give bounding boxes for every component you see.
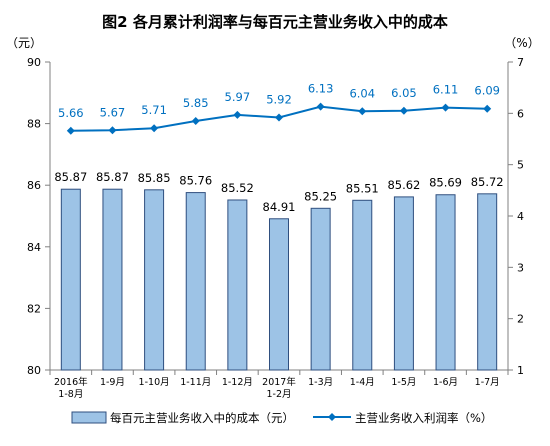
left-tick-label: 84 xyxy=(27,241,41,254)
line-value-label: 6.04 xyxy=(349,86,375,100)
line-value-label: 5.66 xyxy=(58,106,84,120)
bar-series: 85.87 85.87 85.85 85.76 85.52 84.91 85.25 85.51… xyxy=(54,170,504,371)
bar xyxy=(227,199,248,371)
right-axis-unit: （%） xyxy=(504,36,539,50)
bar xyxy=(477,193,498,371)
legend-bar-swatch xyxy=(71,411,107,424)
category-label: 1-8月 xyxy=(58,389,83,400)
category-label: 1-2月 xyxy=(266,389,291,400)
line-value-label: 6.11 xyxy=(433,83,459,97)
bar-value-label: 85.52 xyxy=(221,181,254,195)
line-value-label: 6.05 xyxy=(391,86,417,100)
left-tick-label: 90 xyxy=(27,56,41,69)
line-point xyxy=(191,117,200,126)
bar-value-label: 85.62 xyxy=(387,178,420,192)
bar-value-label: 85.51 xyxy=(346,181,379,195)
legend-line-marker xyxy=(328,413,336,421)
left-tick-label: 82 xyxy=(27,302,41,315)
bar-value-label: 84.91 xyxy=(263,200,296,214)
right-tick-label: 5 xyxy=(517,159,524,172)
bar-value-label: 85.87 xyxy=(54,170,87,184)
category-label: 1-9月 xyxy=(100,377,125,388)
bar-value-label: 85.69 xyxy=(429,176,462,190)
left-tick-label: 80 xyxy=(27,364,41,377)
category-label: 1-3月 xyxy=(308,377,333,388)
left-tick-label: 88 xyxy=(27,118,41,131)
line-value-label: 5.92 xyxy=(266,92,292,106)
line-point xyxy=(150,124,159,133)
right-tick-label: 1 xyxy=(517,364,524,377)
category-label: 1-10月 xyxy=(139,377,170,388)
line-series: 5.66 5.67 5.71 5.85 5.97 5.92 6.13 6.04 6.05 6.11… xyxy=(58,82,500,135)
left-axis-unit: （元） xyxy=(6,36,42,50)
legend-bar-label: 每百元主营业务收入中的成本（元） xyxy=(110,411,294,425)
line-value-label: 5.85 xyxy=(183,96,209,110)
line-value-label: 6.13 xyxy=(308,82,334,96)
category-label: 1-4月 xyxy=(350,377,375,388)
chart-title: 图2 各月累计利润率与每百元主营业务收入中的成本 xyxy=(102,13,448,31)
right-tick-label: 6 xyxy=(517,107,524,120)
bar-value-label: 85.87 xyxy=(96,170,129,184)
category-label: 1-5月 xyxy=(391,377,416,388)
bar xyxy=(269,218,289,371)
right-tick-label: 4 xyxy=(517,210,524,223)
bar xyxy=(435,194,456,371)
line-value-label: 5.67 xyxy=(100,105,126,119)
bar-value-label: 85.85 xyxy=(138,171,171,185)
right-tick-label: 3 xyxy=(517,261,524,274)
bar xyxy=(60,188,81,371)
line-point xyxy=(316,102,325,111)
line-point xyxy=(233,110,242,119)
line-point xyxy=(275,113,283,122)
category-label: 1-12月 xyxy=(222,377,253,388)
line-point xyxy=(66,126,75,135)
bar-value-label: 85.25 xyxy=(304,189,337,203)
category-label: 1-7月 xyxy=(475,377,500,388)
line-point xyxy=(358,107,367,116)
line-value-label: 5.97 xyxy=(225,90,251,104)
line-point xyxy=(399,106,408,115)
right-tick-label: 2 xyxy=(517,313,524,326)
legend: 每百元主营业务收入中的成本（元） 主营业务收入利润率（%） xyxy=(71,411,492,425)
line-point xyxy=(108,126,117,135)
bar xyxy=(185,192,206,371)
category-label: 1-6月 xyxy=(433,377,458,388)
right-tick-label: 7 xyxy=(517,56,524,69)
category-label: 1-11月 xyxy=(180,377,211,388)
line-value-label: 5.71 xyxy=(141,103,167,117)
line-point xyxy=(441,103,450,112)
bar-value-label: 85.72 xyxy=(471,175,504,189)
bar xyxy=(144,189,165,371)
left-tick-label: 86 xyxy=(27,179,41,192)
category-label: 2017年 xyxy=(262,376,296,388)
bar-value-label: 85.76 xyxy=(179,174,212,188)
line-value-label: 6.09 xyxy=(474,84,500,98)
legend-line-label: 主营业务收入利润率（%） xyxy=(355,411,492,425)
bar xyxy=(393,196,414,371)
category-label: 2016年 xyxy=(54,376,88,388)
bar xyxy=(352,199,373,371)
line-point xyxy=(483,104,492,113)
bar xyxy=(102,188,123,371)
bar xyxy=(310,207,331,371)
